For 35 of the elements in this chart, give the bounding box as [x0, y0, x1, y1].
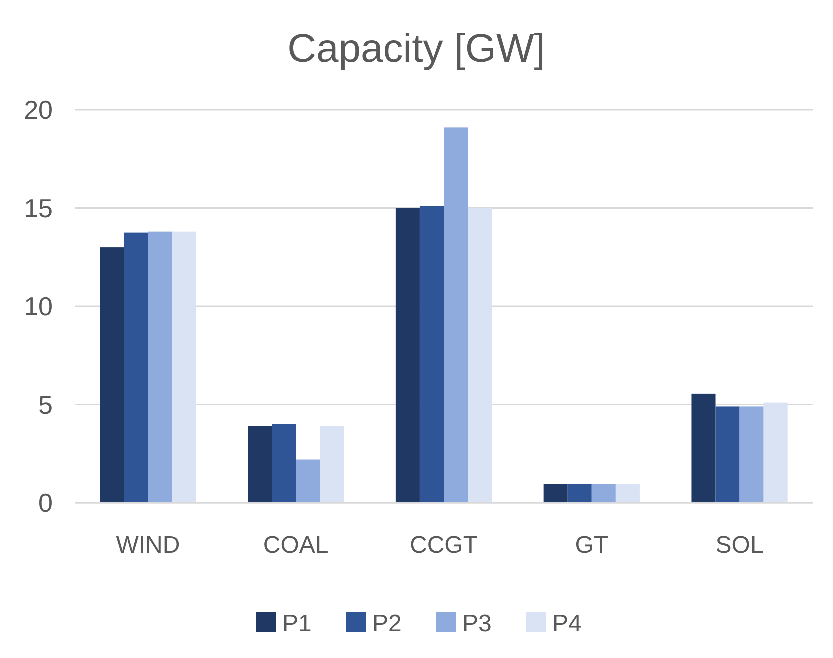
x-tick-label: SOL [716, 532, 764, 559]
y-tick-label: 0 [38, 488, 53, 518]
bar [172, 232, 196, 503]
bar [272, 424, 296, 503]
x-tick-label: CCGT [410, 532, 478, 559]
bar [568, 484, 592, 503]
bar [444, 128, 468, 503]
x-tick-label: COAL [263, 532, 329, 559]
bar [148, 232, 172, 503]
y-tick-label: 10 [24, 292, 53, 322]
legend-label: P4 [552, 610, 582, 638]
bar [544, 484, 568, 503]
legend-label: P1 [282, 610, 312, 638]
bar [764, 402, 788, 503]
bar [740, 406, 764, 503]
x-tick-label: GT [575, 532, 609, 559]
legend-label: P2 [372, 610, 402, 638]
y-tick-label: 5 [38, 390, 53, 420]
bar [296, 460, 320, 503]
bar [592, 484, 616, 503]
bar [248, 426, 272, 503]
y-tick-label: 20 [24, 95, 53, 126]
bar [616, 484, 640, 503]
bar [320, 426, 344, 503]
legend-label: P3 [462, 610, 492, 638]
y-tick-label: 15 [24, 193, 53, 224]
chart-title: Capacity [GW] [288, 27, 546, 71]
x-tick-label: WIND [116, 532, 180, 559]
bar [692, 394, 716, 503]
bar [420, 206, 444, 503]
bar [124, 232, 148, 503]
bar [716, 406, 740, 503]
bar [396, 208, 420, 503]
bar [100, 248, 124, 503]
bar [468, 208, 492, 503]
